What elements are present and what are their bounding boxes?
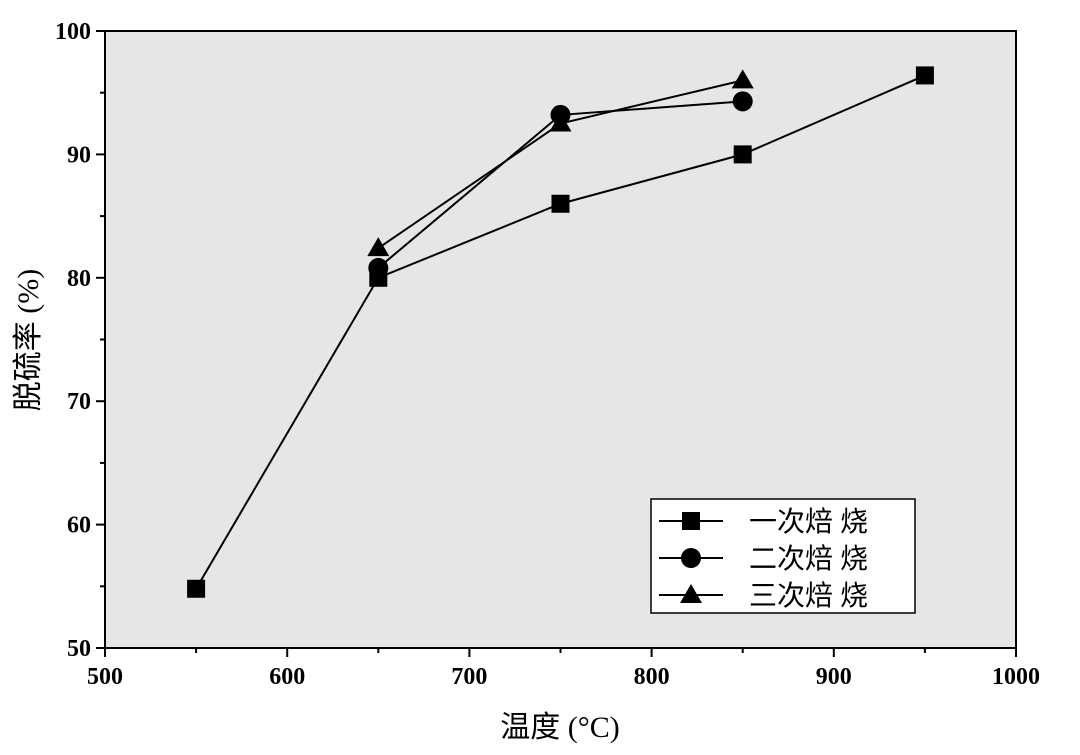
data-point: [915, 66, 934, 85]
legend-item: 三次焙 烧: [659, 580, 868, 612]
y-tick-label: 70: [67, 389, 91, 415]
series-layer: [187, 66, 934, 598]
data-point: [549, 112, 572, 132]
y-tick-label: 100: [55, 19, 91, 45]
y-tick-label: 90: [67, 142, 91, 168]
data-point: [367, 237, 390, 257]
x-axis-label: 温度 (°C): [500, 711, 620, 744]
data-point: [732, 91, 753, 112]
series-3: [367, 69, 754, 257]
plot-frame: [104, 30, 1017, 649]
legend-marker: [680, 584, 702, 603]
legend-label: 一次焙 烧: [749, 506, 868, 538]
legend-label: 二次焙 烧: [749, 543, 868, 575]
y-axis-label: 脱硫率 (%): [12, 269, 45, 411]
x-tick-label: 600: [269, 664, 305, 690]
legend-label: 三次焙 烧: [749, 580, 868, 612]
data-point: [368, 257, 389, 278]
y-tick-label: 60: [67, 513, 91, 539]
x-tick-label: 700: [451, 664, 487, 690]
x-tick-label: 900: [816, 664, 852, 690]
data-point: [731, 69, 754, 89]
legend-marker: [682, 512, 700, 530]
y-tick-label: 50: [67, 636, 91, 662]
x-tick-label: 500: [87, 664, 123, 690]
y-tick-label: 80: [67, 266, 91, 292]
data-point: [551, 194, 570, 213]
x-tick-label: 800: [634, 664, 670, 690]
legend-item: 二次焙 烧: [659, 543, 868, 575]
x-tick-label: 1000: [992, 664, 1040, 690]
data-point: [187, 579, 206, 598]
axis-ticks: 500 600 700 800 900 1000 50 60 70 80 90 100: [55, 19, 1040, 690]
legend-item: 一次焙 烧: [659, 506, 868, 538]
legend-marker: [681, 548, 701, 568]
data-point: [733, 145, 752, 164]
